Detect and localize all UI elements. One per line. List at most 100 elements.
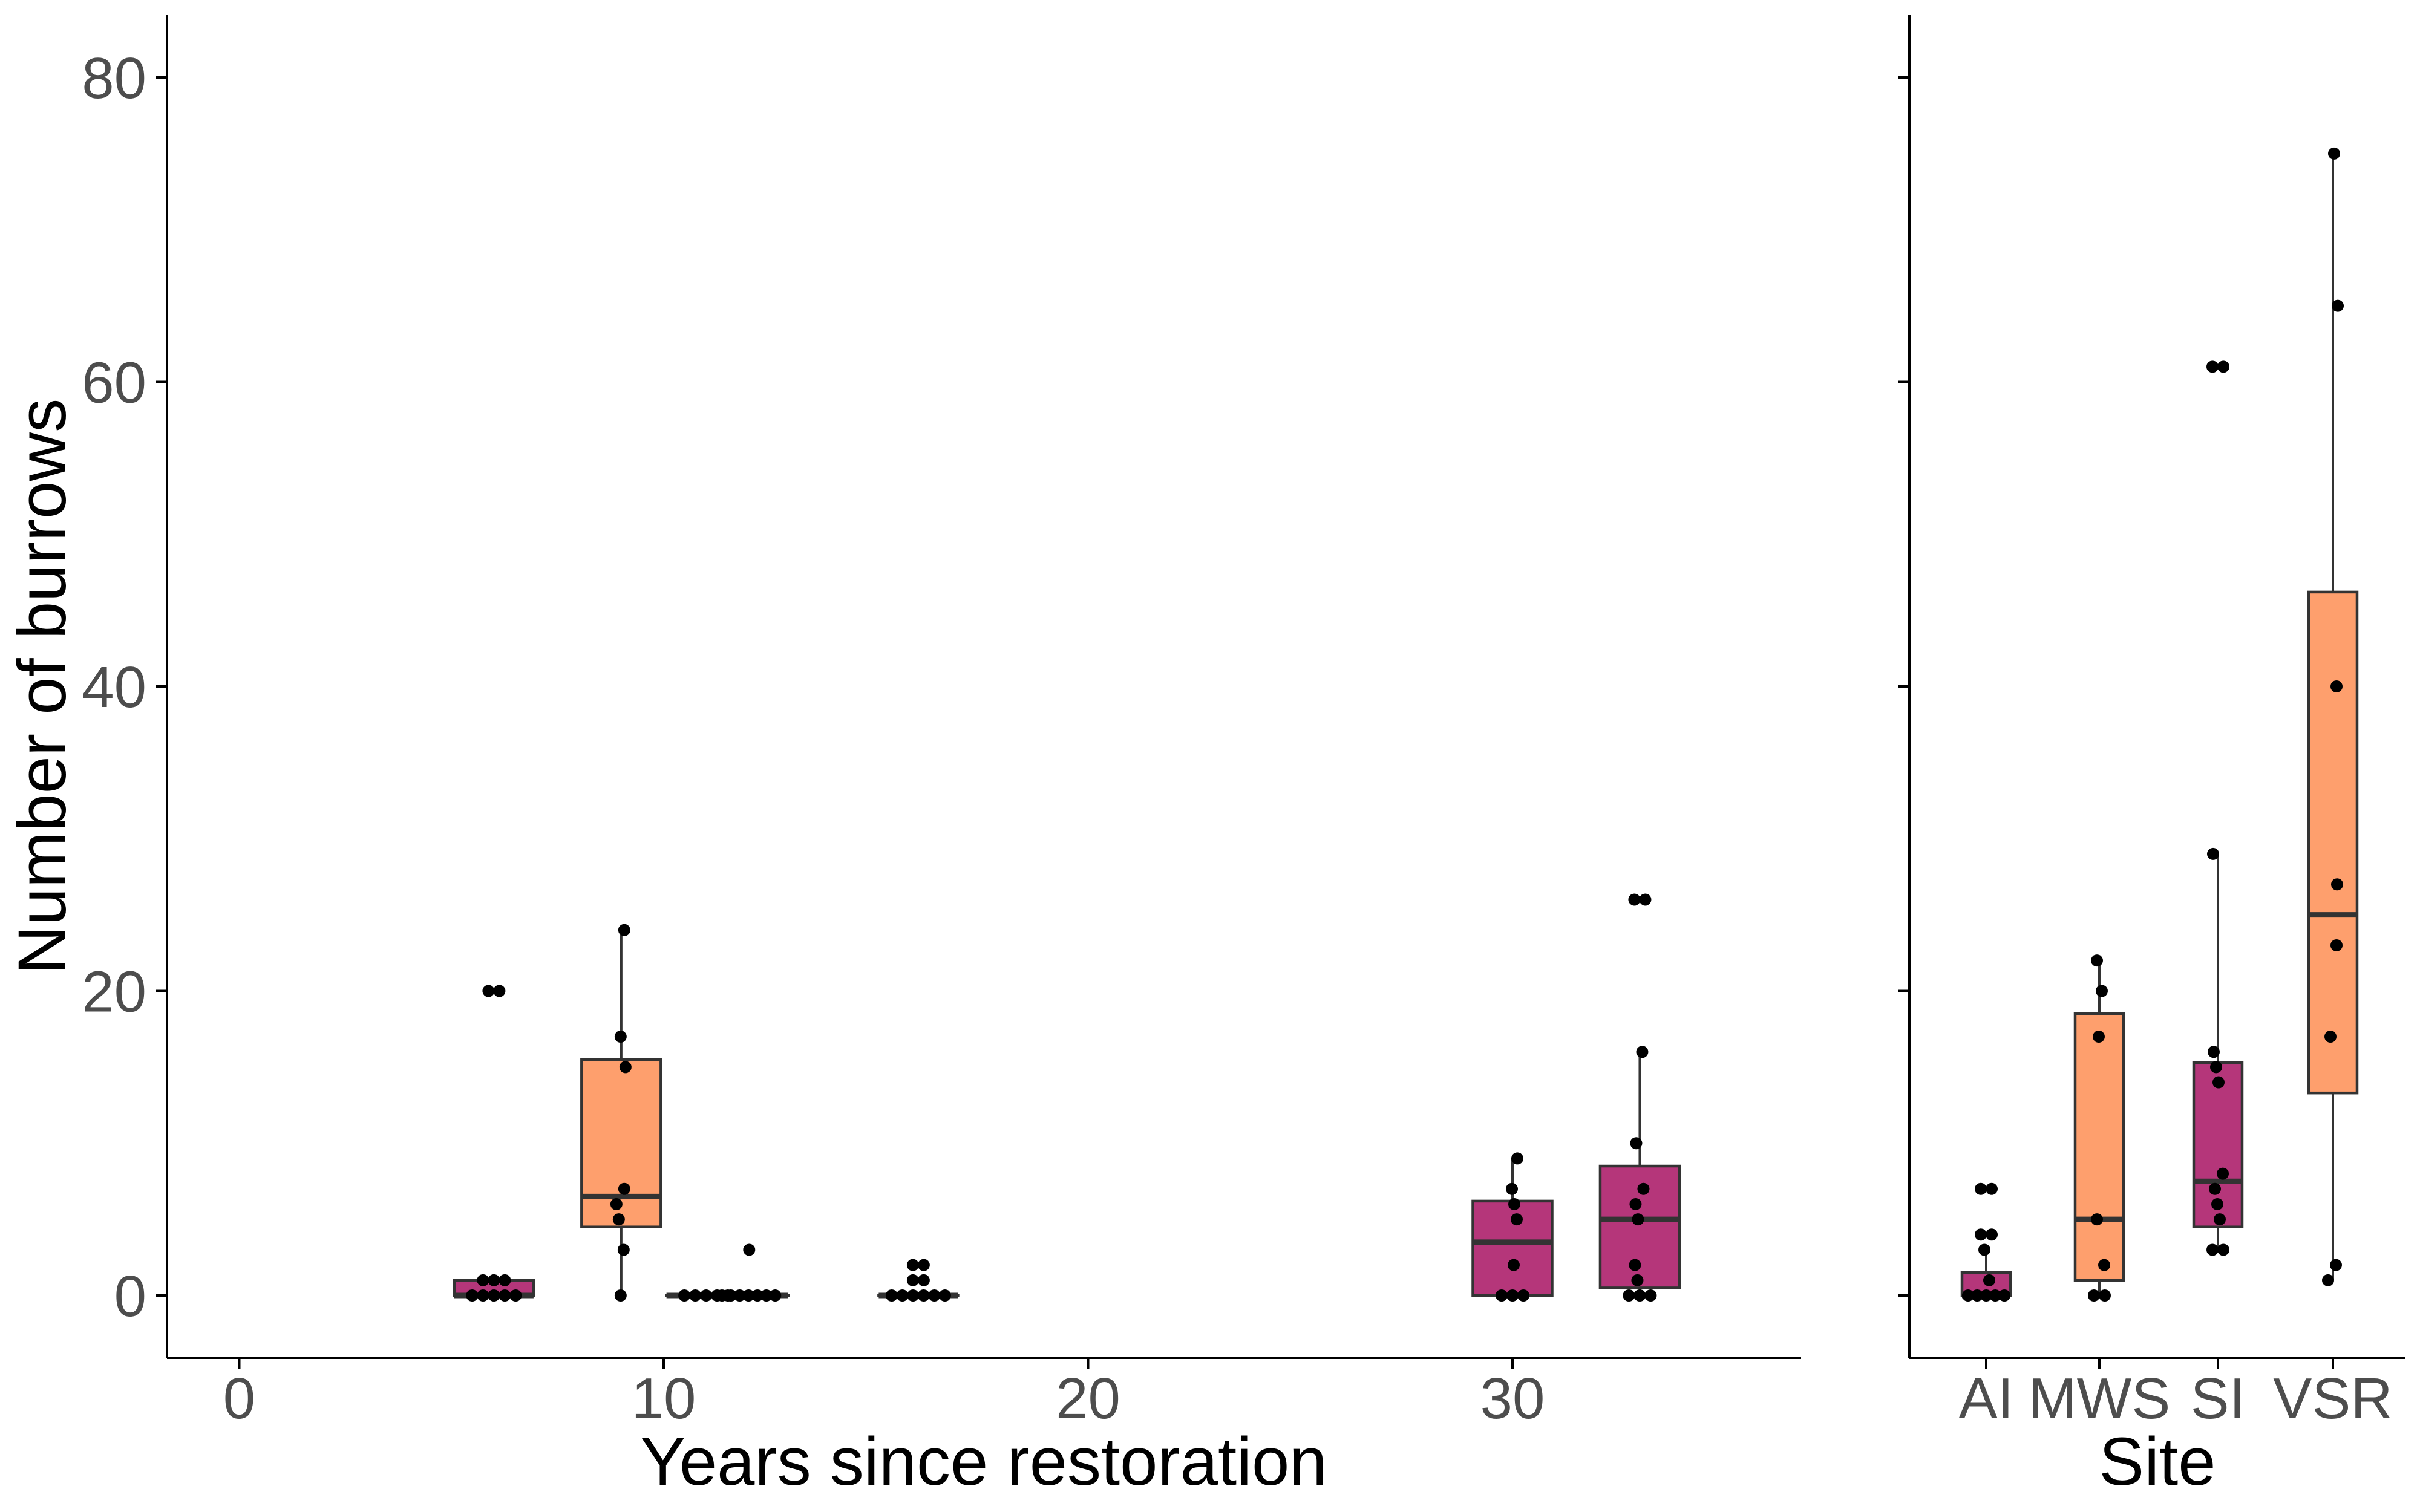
years-data-point: [610, 1198, 623, 1210]
years-data-point: [499, 1274, 511, 1286]
years-data-point: [917, 1289, 930, 1302]
years-y-tick-label: 20: [82, 960, 146, 1025]
site-data-point: [1975, 1228, 1987, 1241]
years-y-axis-title: Number of burrows: [4, 399, 80, 974]
years-data-point: [1644, 1289, 1657, 1302]
years-x-tick-label: 10: [632, 1366, 696, 1431]
site-x-axis-title: Site: [2099, 1424, 2216, 1499]
years-data-point: [906, 1259, 919, 1271]
site-data-point: [1971, 1289, 1983, 1302]
years-data-point: [906, 1274, 919, 1286]
site-data-point: [2324, 1031, 2337, 1043]
site-data-point: [2217, 360, 2229, 373]
years-data-point: [477, 1274, 489, 1286]
site-data-point: [1962, 1289, 1974, 1302]
years-data-point: [509, 1289, 522, 1302]
years-data-point: [716, 1289, 728, 1302]
site-data-point: [1980, 1289, 1992, 1302]
site-data-point: [2091, 1213, 2103, 1226]
years-data-point: [743, 1243, 756, 1256]
site-data-point: [2322, 1274, 2334, 1286]
years-data-point: [477, 1289, 489, 1302]
years-data-point: [1639, 893, 1652, 906]
years-data-point: [700, 1289, 713, 1302]
years-data-point: [1511, 1213, 1523, 1226]
site-data-point: [2331, 878, 2343, 891]
years-data-point: [724, 1289, 737, 1302]
years-data-point: [482, 985, 495, 997]
years-x-ticks: 0 10 20 30: [223, 1358, 1545, 1431]
site-data-point: [2210, 1061, 2222, 1074]
years-data-point: [896, 1289, 909, 1302]
years-data-point: [689, 1289, 702, 1302]
years-data-point: [488, 1289, 500, 1302]
years-data-point: [938, 1289, 951, 1302]
years-data-point: [928, 1289, 941, 1302]
years-data-point: [907, 1289, 920, 1302]
years-x-tick-label: 20: [1056, 1366, 1120, 1431]
site-data-point: [2098, 1259, 2110, 1271]
years-x-tick-label: 0: [223, 1366, 255, 1431]
site-data-point: [2091, 954, 2103, 967]
site-data-point: [1998, 1289, 2010, 1302]
years-data-point: [1629, 1198, 1642, 1210]
site-x-tick-label: VSR: [2273, 1366, 2392, 1431]
years-y-ticks: 0 20 40 60 80: [82, 46, 167, 1329]
site-x-tick-label: SI: [2191, 1366, 2246, 1431]
site-data-point: [2212, 1076, 2225, 1089]
years-boxplots: [453, 930, 1681, 1299]
years-data-point: [499, 1289, 511, 1302]
years-data-point: [1632, 1213, 1644, 1226]
site-data-point: [2332, 299, 2344, 312]
site-data-point: [1978, 1243, 1990, 1256]
site-data-point: [2330, 939, 2343, 951]
years-data-points: [466, 893, 1657, 1302]
years-data-point: [733, 1289, 746, 1302]
years-x-axis-title: Years since restoration: [640, 1424, 1327, 1499]
site-x-tick-label: MWS: [2029, 1366, 2171, 1431]
years-data-point: [1623, 1289, 1635, 1302]
years-data-point: [612, 1213, 625, 1226]
site-data-point: [1983, 1274, 1995, 1286]
site-y-ticks: [1898, 76, 1909, 1297]
site-data-point: [2217, 1167, 2229, 1180]
years-data-point: [618, 1182, 630, 1195]
site-data-point: [2096, 985, 2108, 997]
site-data-point: [1989, 1289, 2001, 1302]
years-data-point: [760, 1289, 773, 1302]
years-data-point: [1508, 1198, 1520, 1210]
site-data-point: [1986, 1228, 1998, 1241]
years-data-point: [1517, 1289, 1529, 1302]
years-data-point: [1506, 1182, 1518, 1195]
site-data-point: [2206, 1243, 2219, 1256]
years-data-point: [614, 1031, 627, 1043]
site-data-point: [2328, 147, 2340, 160]
years-data-point: [617, 1243, 630, 1256]
years-data-point: [751, 1289, 764, 1302]
years-panel: 0 20 40 60 80 0 10 20 30 Years since restoratio…: [4, 15, 1801, 1499]
years-data-point: [1511, 1152, 1523, 1165]
site-data-point: [2209, 1182, 2221, 1195]
years-data-point: [1628, 893, 1641, 906]
site-data-point: [2093, 1031, 2105, 1043]
years-y-tick-label: 80: [82, 46, 146, 111]
site-data-point: [1975, 1182, 1987, 1195]
site-box: [2073, 1012, 2125, 1282]
years-data-point: [466, 1289, 479, 1302]
site-x-ticks: AI MWS SI VSR: [1959, 1358, 2393, 1431]
years-data-point: [614, 1289, 627, 1302]
years-x-tick-label: 30: [1480, 1366, 1545, 1431]
site-data-point: [2206, 360, 2219, 373]
years-data-point: [1636, 1046, 1649, 1058]
years-y-tick-label: 0: [114, 1264, 146, 1329]
years-data-point: [742, 1289, 755, 1302]
site-data-point: [2330, 680, 2343, 692]
years-y-tick-label: 40: [82, 655, 146, 720]
years-data-point: [885, 1289, 898, 1302]
years-y-tick-label: 60: [82, 351, 146, 415]
years-data-point: [1637, 1182, 1650, 1195]
site-data-point: [2208, 1046, 2220, 1058]
site-data-point: [2088, 1289, 2100, 1302]
years-data-point: [917, 1274, 930, 1286]
